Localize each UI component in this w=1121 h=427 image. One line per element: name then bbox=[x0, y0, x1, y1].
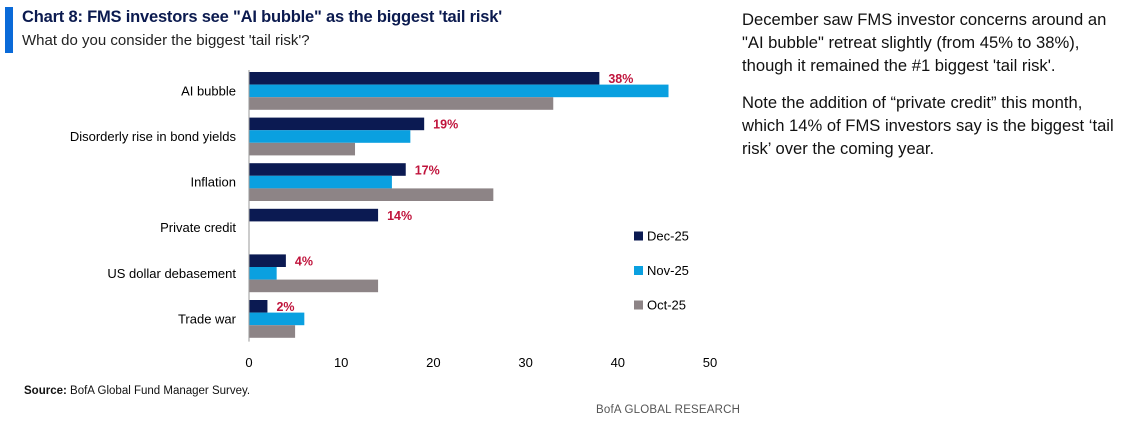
bar-nov-25-disorderly-rise-in-bond-yields bbox=[249, 130, 411, 143]
bar-nov-25-trade-war bbox=[249, 312, 305, 326]
chart-subtitle: What do you consider the biggest 'tail r… bbox=[22, 32, 310, 49]
bar-dec-25-disorderly-rise-in-bond-yields bbox=[249, 117, 425, 131]
bar-oct-25-inflation bbox=[249, 188, 494, 201]
bar-nov-25-us-dollar-debasement bbox=[249, 267, 277, 280]
data-label-trade-war: 2% bbox=[276, 300, 294, 314]
bar-dec-25-ai-bubble bbox=[249, 72, 600, 85]
x-tick-label-50: 50 bbox=[703, 355, 717, 370]
category-label-us-dollar-debasement: US dollar debasement bbox=[107, 266, 236, 281]
data-label-disorderly-rise-in-bond-yields: 19% bbox=[433, 118, 458, 132]
legend-label-nov-25: Nov-25 bbox=[647, 263, 689, 278]
commentary: December saw FMS investor concerns aroun… bbox=[742, 8, 1114, 174]
bar-dec-25-us-dollar-debasement bbox=[249, 254, 286, 267]
data-label-inflation: 17% bbox=[415, 163, 440, 177]
bar-oct-25-ai-bubble bbox=[249, 97, 554, 110]
commentary-paragraph-1: December saw FMS investor concerns aroun… bbox=[742, 10, 1107, 75]
bar-dec-25-private-credit bbox=[249, 208, 379, 222]
bar-dec-25-inflation bbox=[249, 163, 406, 176]
bar-oct-25-disorderly-rise-in-bond-yields bbox=[249, 142, 356, 156]
x-tick-label-40: 40 bbox=[611, 355, 625, 370]
legend-label-oct-25: Oct-25 bbox=[647, 298, 686, 313]
x-tick-label-0: 0 bbox=[245, 355, 252, 370]
bar-dec-25-trade-war bbox=[249, 300, 268, 313]
legend-swatch-nov-25 bbox=[634, 266, 643, 275]
category-label-inflation: Inflation bbox=[190, 175, 236, 190]
bar-oct-25-trade-war bbox=[249, 325, 296, 338]
commentary-paragraph-2: Note the addition of “private credit” th… bbox=[742, 93, 1114, 158]
source-label: Source: bbox=[24, 385, 67, 397]
bar-oct-25-us-dollar-debasement bbox=[249, 279, 379, 293]
category-label-trade-war: Trade war bbox=[178, 311, 237, 326]
chart-title: Chart 8: FMS investors see "AI bubble" a… bbox=[22, 8, 502, 26]
category-label-private-credit: Private credit bbox=[160, 220, 236, 235]
x-tick-label-10: 10 bbox=[334, 355, 348, 370]
bar-nov-25-inflation bbox=[249, 175, 392, 189]
bar-chart: AI bubble 38% Disorderly rise in bond yiel… bbox=[70, 70, 717, 370]
data-label-ai-bubble: 38% bbox=[608, 72, 633, 86]
data-label-private-credit: 14% bbox=[387, 209, 412, 223]
data-label-us-dollar-debasement: 4% bbox=[295, 255, 313, 269]
x-tick-label-30: 30 bbox=[518, 355, 532, 370]
title-accent-bar bbox=[5, 7, 13, 53]
x-tick-label-20: 20 bbox=[426, 355, 440, 370]
bar-nov-25-ai-bubble bbox=[249, 84, 669, 98]
legend-swatch-dec-25 bbox=[634, 231, 643, 241]
category-label-ai-bubble: AI bubble bbox=[181, 83, 236, 98]
legend-label-dec-25: Dec-25 bbox=[647, 229, 689, 244]
source-text: BofA Global Fund Manager Survey. bbox=[70, 385, 251, 397]
category-label-disorderly-rise-in-bond-yields: Disorderly rise in bond yields bbox=[70, 129, 237, 144]
source-note: Source: BofA Global Fund Manager Survey. bbox=[24, 385, 250, 397]
legend-swatch-oct-25 bbox=[634, 300, 643, 310]
footer-brand: BofA GLOBAL RESEARCH bbox=[596, 404, 741, 416]
